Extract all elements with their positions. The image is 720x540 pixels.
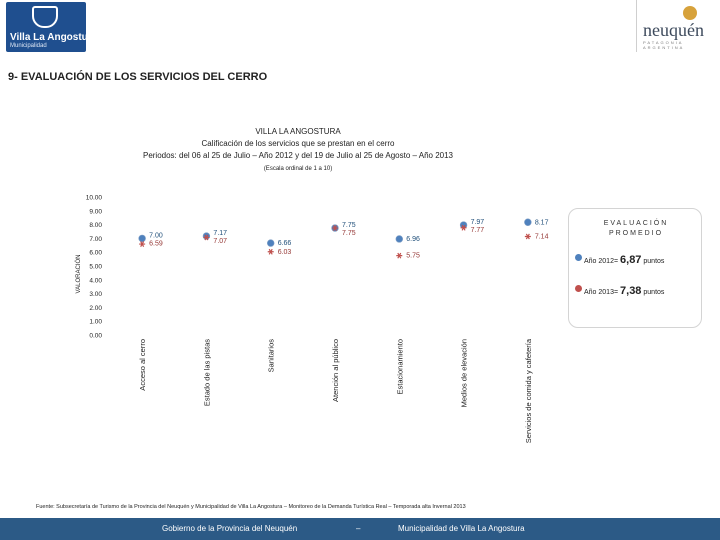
shield-icon (32, 6, 58, 28)
x-category-label: Estado de las pistas (202, 339, 211, 406)
legend-entry-2012: Año 2012= 6,87 puntos (575, 254, 664, 266)
y-tick-label: 5.00 (89, 264, 102, 271)
data-label-2013: 7.75 (342, 230, 356, 237)
y-tick-label: 2.00 (89, 305, 102, 312)
page-header: Villa La Angostura Municipalidad neuquén… (0, 0, 720, 60)
x-category-label: Acceso al cerro (138, 339, 147, 391)
y-tick-label: 10.00 (86, 195, 103, 202)
y-tick-label: 9.00 (89, 208, 102, 215)
x-category-label: Servicios de comida y cafetería (524, 338, 533, 443)
data-label-2013: 7.77 (471, 227, 485, 234)
y-tick-label: 1.00 (89, 319, 102, 326)
sun-icon (683, 6, 697, 20)
y-tick-label: 8.00 (89, 222, 102, 229)
y-tick-label: 0.00 (89, 333, 102, 340)
legend-title: EVALUACIÓN PROMEDIO (603, 220, 669, 237)
services-chart: 0.00 1.00 2.00 3.00 4.00 5.00 6.00 7.00 8.00 9.00… (75, 195, 549, 444)
x-category-label: Medios de elevación (460, 339, 469, 407)
point-2013 (460, 224, 467, 231)
point-2013 (332, 225, 338, 231)
data-label-2012: 7.00 (149, 232, 163, 239)
right-logo-tag: PATAGONIA ARGENTINA (643, 40, 685, 50)
right-logo-name: neuquén (643, 20, 704, 40)
point-2013 (139, 241, 146, 247)
x-category-label: Estacionamiento (395, 339, 404, 394)
y-tick-label: 4.00 (89, 277, 102, 284)
point-2013 (267, 248, 274, 255)
chart-title: VILLA LA ANGOSTURA (255, 127, 341, 136)
legend-dot-2012 (575, 254, 582, 261)
point-2012 (267, 239, 275, 247)
data-label-2013: 6.59 (149, 240, 163, 247)
footer-separator: – (356, 524, 361, 533)
left-logo-name: Villa La Angostura (10, 32, 98, 43)
legend-label-2012: Año 2012= (584, 258, 619, 265)
chart-scale-note: (Escala ordinal de 1 a 10) (263, 166, 333, 172)
data-label-2013: 5.75 (406, 253, 420, 260)
legend-dot-2013 (575, 285, 582, 292)
x-category-label: Sanitarios (267, 339, 276, 373)
legend-entry-2013: Año 2013= 7,38 puntos (575, 285, 664, 297)
y-tick-label: 7.00 (89, 236, 102, 243)
legend-value-2013: 7,38 (620, 285, 642, 297)
legend-label-2013: Año 2013= (584, 289, 619, 296)
point-2012 (524, 218, 532, 226)
chart-legend: EVALUACIÓN PROMEDIO Año 2012= 6,87 punto… (568, 208, 702, 328)
data-label-2013: 7.07 (213, 238, 227, 245)
section-title: 9- EVALUACIÓN DE LOS SERVICIOS DEL CERRO (8, 71, 268, 83)
data-label-2013: 6.03 (278, 249, 292, 256)
data-label-2012: 6.96 (406, 236, 420, 243)
page-footer: Gobierno de la Provincia del Neuquén – M… (0, 518, 720, 540)
villa-la-angostura-logo: Villa La Angostura Municipalidad (6, 2, 97, 52)
left-logo-sub: Municipalidad (10, 43, 47, 49)
y-tick-label: 6.00 (89, 250, 102, 257)
data-label-2012: 7.97 (471, 219, 485, 226)
x-category-label: Atención al público (331, 339, 340, 402)
y-tick-label: 3.00 (89, 291, 102, 298)
legend-value-2012: 6,87 (620, 254, 642, 266)
legend-unit-2012: puntos (643, 258, 665, 265)
data-label-2012: 6.66 (278, 240, 292, 247)
y-axis-label: VALORACIÓN (75, 255, 82, 294)
point-2013 (203, 234, 210, 241)
footer-left: Gobierno de la Provincia del Neuquén (162, 524, 298, 533)
data-label-2012: 7.75 (342, 222, 356, 229)
point-2012 (395, 235, 403, 243)
neuquen-logo: neuquén PATAGONIA ARGENTINA (636, 0, 720, 52)
chart-subtitle-periods: Periodos: del 06 al 25 de Julio – Año 20… (142, 151, 453, 160)
point-2013 (524, 233, 531, 240)
legend-unit-2013: puntos (643, 289, 665, 296)
chart-subtitle: Calificación de los servicios que se pre… (201, 139, 395, 148)
data-label-2012: 8.17 (535, 219, 549, 226)
source-note: Fuente: Subsecretaría de Turismo de la P… (36, 504, 466, 510)
data-label-2013: 7.14 (535, 233, 549, 240)
point-2013 (396, 252, 403, 259)
data-label-2012: 7.17 (213, 230, 227, 237)
point-2012 (138, 234, 146, 243)
footer-right: Municipalidad de Villa La Angostura (398, 524, 525, 533)
